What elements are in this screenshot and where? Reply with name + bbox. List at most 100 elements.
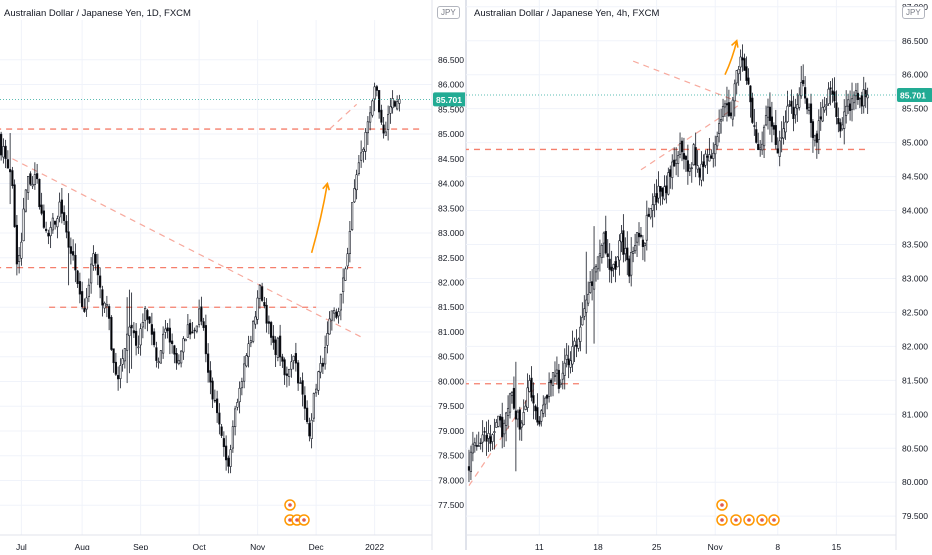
candle-body <box>148 316 151 324</box>
candle-body <box>299 382 302 384</box>
candle-body <box>667 172 670 195</box>
candle-body <box>351 202 354 230</box>
candle-body <box>375 86 378 91</box>
y-tick-label: 83.000 <box>902 273 928 283</box>
candle-body <box>610 266 613 272</box>
candle-body <box>78 281 81 295</box>
pane-divider[interactable] <box>465 0 467 550</box>
candle-body <box>843 111 846 129</box>
candle-body <box>121 358 124 365</box>
candle-body <box>798 94 801 108</box>
candle-body <box>573 340 576 346</box>
chart-pane-daily[interactable]: 77.500 78.000 78.500 79.000 79.500 80.000 80.5… <box>0 0 469 552</box>
candle-body <box>469 451 473 472</box>
candle-body <box>171 340 174 345</box>
candle-body <box>487 433 490 439</box>
candle-body <box>164 328 167 333</box>
candle-body <box>319 363 322 373</box>
candle-body <box>297 362 300 384</box>
candle-body <box>63 212 66 221</box>
candle-body <box>157 361 160 363</box>
candle-body <box>784 121 787 133</box>
candle-body <box>4 145 7 159</box>
candle-body <box>139 328 142 346</box>
candle-body <box>585 299 588 313</box>
currency-badge-4h[interactable]: JPY <box>902 6 925 19</box>
candle-body <box>198 308 201 325</box>
candle-body <box>398 99 401 104</box>
chart-pane-4h[interactable]: 79.500 80.000 80.500 81.000 81.500 82.000 82.5… <box>458 0 932 552</box>
x-tick-label: Oct <box>193 542 207 550</box>
candle-body <box>831 90 834 95</box>
candle-body <box>696 165 699 170</box>
candle-body <box>477 445 480 447</box>
candle-body <box>240 381 243 389</box>
candle-body <box>794 107 797 116</box>
candle-body <box>786 105 789 122</box>
candle-body <box>665 185 668 194</box>
candle-body <box>225 445 228 461</box>
candle-body <box>854 90 858 97</box>
candle-body <box>813 135 816 141</box>
candle-body <box>83 308 86 312</box>
h4-chart-svg[interactable]: 79.500 80.000 80.500 81.000 81.500 82.000 82.5… <box>458 0 932 552</box>
candle-body <box>175 353 178 364</box>
candle-body <box>497 415 500 427</box>
candle-body <box>526 387 529 408</box>
candle-body <box>731 99 734 120</box>
candle-body <box>618 240 621 261</box>
y-tick-label: 82.000 <box>438 278 464 288</box>
candle-body <box>373 86 376 100</box>
candle-body <box>536 407 539 423</box>
candle-body <box>216 398 219 414</box>
candle-body <box>0 133 3 156</box>
candle-body <box>702 161 705 168</box>
candle-body <box>81 291 84 308</box>
candle-body <box>292 355 295 361</box>
candle-body <box>493 431 496 434</box>
candle-body <box>243 363 246 382</box>
candle-body <box>173 345 176 355</box>
candle-body <box>864 89 867 97</box>
candle-body <box>747 77 750 85</box>
candle-body <box>15 224 18 265</box>
candle-body <box>811 121 815 138</box>
candle-body <box>546 394 549 399</box>
candle-body <box>639 234 643 237</box>
candle-body <box>182 338 185 353</box>
candle-body <box>548 382 551 397</box>
candle-body <box>594 266 598 273</box>
candle-body <box>606 253 609 258</box>
candle-body <box>841 124 844 130</box>
candle-body <box>317 371 320 391</box>
candle-body <box>790 100 793 107</box>
candle-body <box>312 393 315 419</box>
event-marker-dot <box>288 518 292 522</box>
projection-arrow <box>310 183 329 254</box>
candle-body <box>306 407 309 422</box>
candle-body <box>749 85 752 103</box>
current-price-label: 85.701 <box>436 95 462 105</box>
x-tick-label: 8 <box>775 542 780 550</box>
currency-badge-daily[interactable]: JPY <box>437 6 460 19</box>
candle-body <box>137 346 140 349</box>
candle-body <box>645 215 648 241</box>
candle-body <box>72 251 75 256</box>
y-tick-label: 83.000 <box>438 228 464 238</box>
candle-body <box>712 152 715 159</box>
candle-body <box>643 242 646 247</box>
daily-chart-svg[interactable]: 77.500 78.000 78.500 79.000 79.500 80.000 80.5… <box>0 0 469 552</box>
candle-body <box>675 159 678 164</box>
candle-body <box>321 362 324 367</box>
candle-body <box>355 174 358 191</box>
current-price-tag <box>897 88 932 103</box>
candle-body <box>353 188 356 203</box>
candle-body <box>96 264 99 276</box>
y-tick-label: 85.500 <box>438 104 464 114</box>
candle-body <box>56 218 59 228</box>
candle-body <box>635 232 639 243</box>
candle-body <box>762 126 766 147</box>
candle-body <box>524 405 527 410</box>
candle-body <box>788 104 791 106</box>
y-tick-label: 81.000 <box>438 327 464 337</box>
